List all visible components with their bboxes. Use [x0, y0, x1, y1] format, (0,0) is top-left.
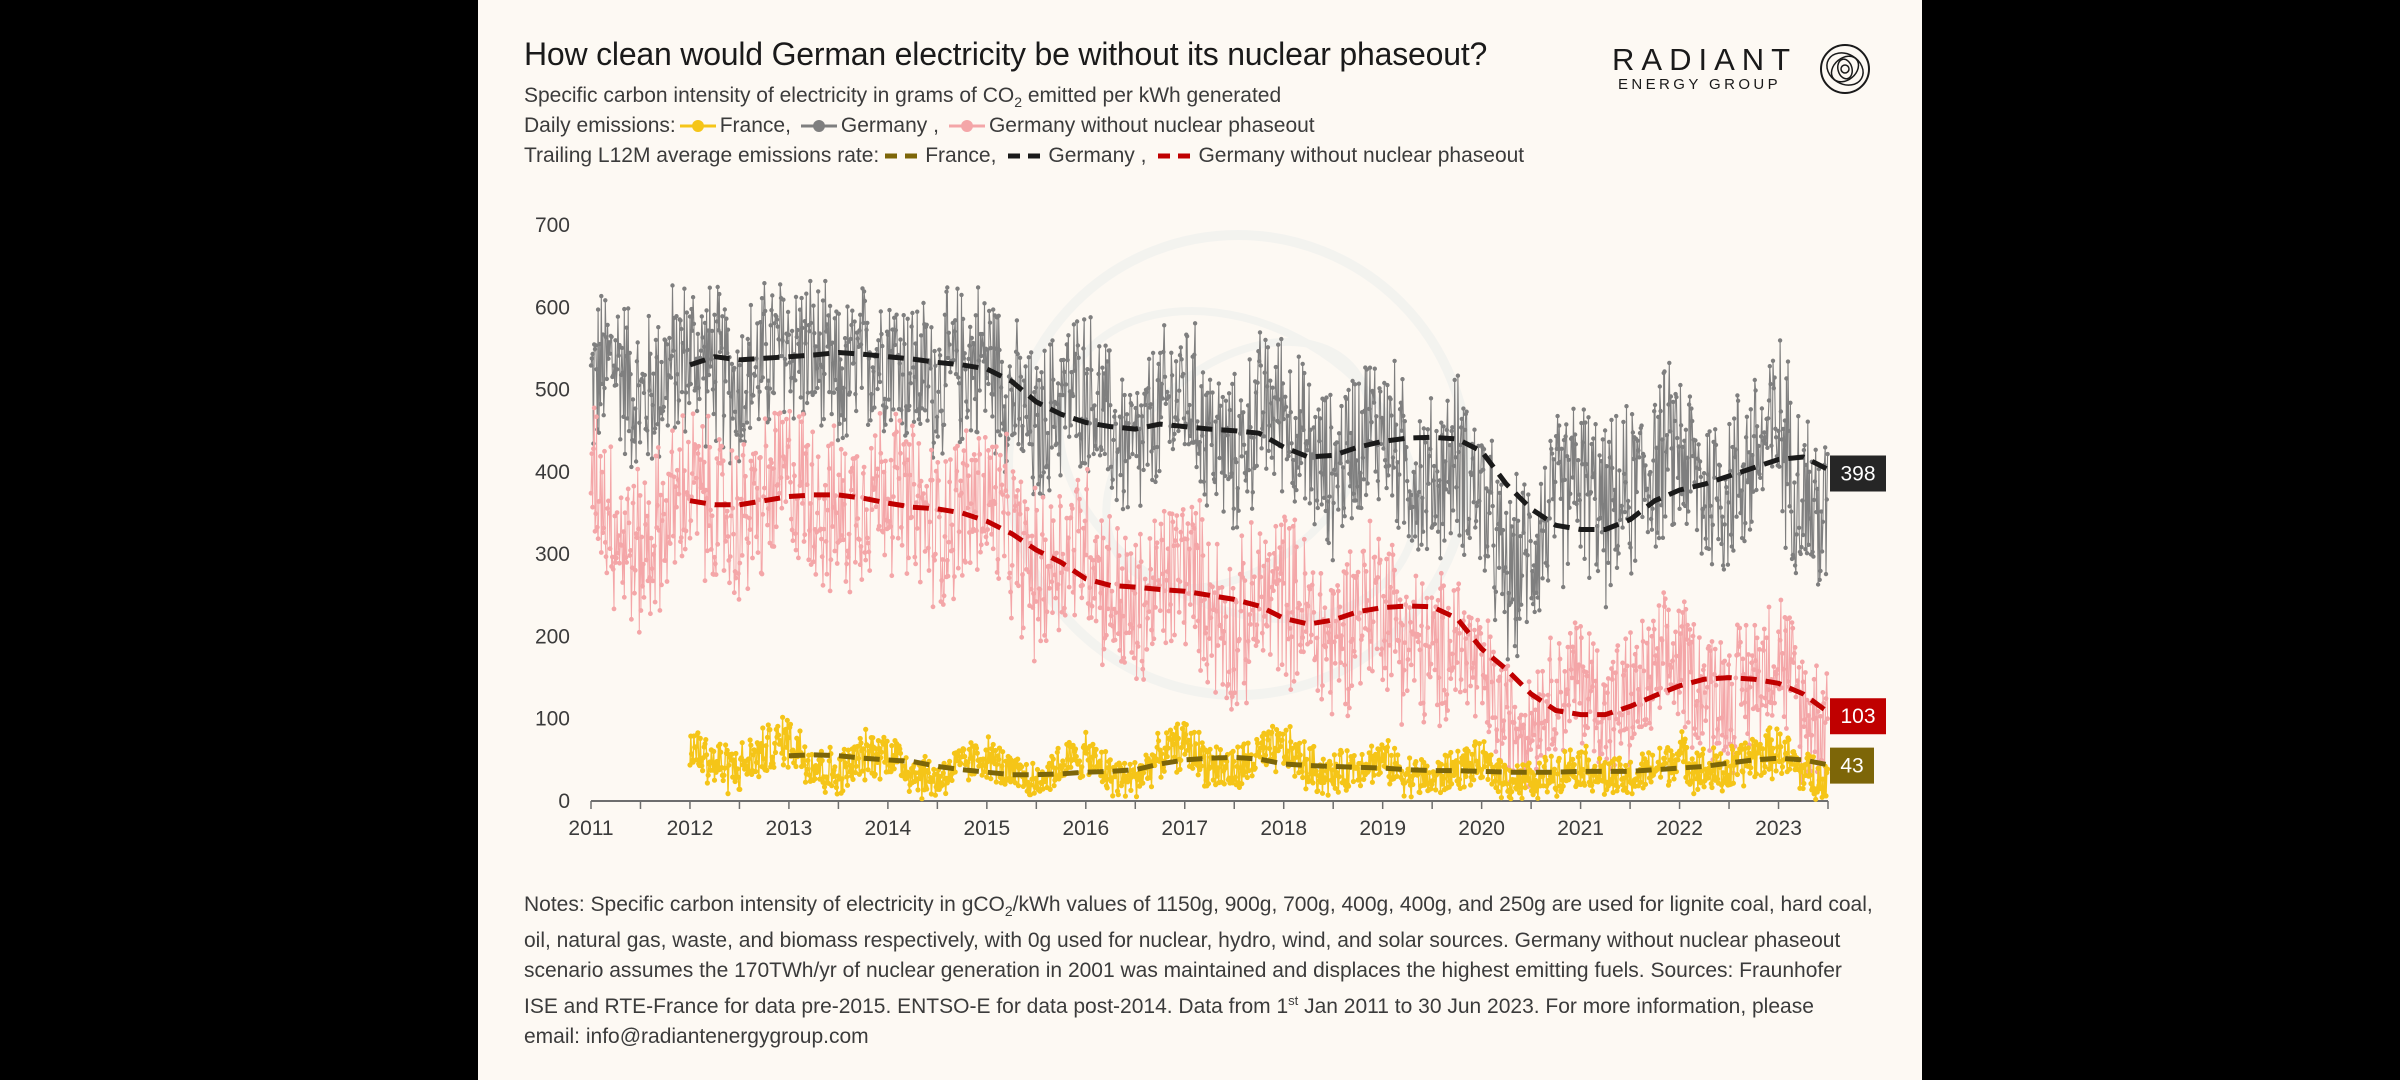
subtitle-subscript: 2	[1014, 94, 1022, 111]
legend-item-germany-daily: Germany ,	[797, 114, 939, 138]
series-germany-trailing	[689, 350, 1830, 532]
end-label: 103	[1830, 698, 1886, 735]
y-tick-label: 100	[535, 708, 570, 731]
legend-marker-germany-daily	[800, 120, 837, 132]
end-label-box	[1830, 455, 1886, 492]
end-label-value: 103	[1840, 705, 1875, 728]
legend-label-france-daily: France,	[719, 114, 791, 137]
legend-trailing: Trailing L12M average emissions rate: Fr…	[524, 144, 1530, 168]
x-tick-label: 2019	[1359, 817, 1406, 840]
notes-text-body: /kWh values of 1150g, 900g, 700g, 400g, …	[524, 893, 1873, 1019]
x-tick-label: 2015	[963, 817, 1010, 840]
legend-marker-france-daily	[679, 120, 716, 132]
legend-daily: Daily emissions: France, Germany , Germa…	[524, 114, 1321, 138]
y-tick-label: 0	[558, 790, 570, 813]
x-tick-label: 2017	[1161, 817, 1208, 840]
y-tick-label: 400	[535, 461, 570, 484]
legend-marker-france-trailing	[885, 153, 922, 159]
x-tick-label: 2011	[568, 817, 613, 840]
x-tick-label: 2023	[1755, 817, 1802, 840]
end-label: 43	[1830, 747, 1874, 784]
chart-title: How clean would German electricity be wi…	[524, 36, 1488, 72]
x-tick-label: 2014	[865, 817, 912, 840]
x-axis: 2011 2012 2013 2014 2015 2016 2017 2018 2019 2020…	[568, 800, 1829, 840]
legend-label-france-trailing: France,	[925, 144, 997, 167]
chart-notes: Notes: Specific carbon intensity of elec…	[524, 890, 1874, 1052]
end-label-value: 398	[1840, 463, 1875, 486]
subtitle-text: Specific carbon intensity of electricity…	[524, 84, 1015, 107]
end-label: 398	[1830, 455, 1886, 492]
series-germany-no-phaseout-daily	[588, 405, 1830, 794]
legend-item-france-trailing: France,	[879, 144, 996, 168]
y-tick-label: 600	[535, 296, 570, 319]
x-tick-label: 2018	[1260, 817, 1307, 840]
y-tick-label: 300	[535, 543, 570, 566]
legend-marker-germany-no-phaseout-trailing	[1158, 153, 1195, 159]
logo-swirl-icon	[1820, 44, 1870, 94]
chart-subtitle: Specific carbon intensity of electricity…	[524, 84, 1281, 110]
legend-item-germany-no-phaseout-trailing: Germany without nuclear phaseout	[1152, 144, 1524, 168]
radiant-logo: RADIANT ENERGY GROUP	[1612, 42, 1882, 102]
series-france-daily	[687, 714, 1831, 802]
y-tick-label: 700	[535, 214, 570, 237]
legend-marker-germany-no-phaseout-daily	[948, 120, 985, 132]
notes-superscript: st	[1288, 993, 1299, 1009]
y-tick-label: 200	[535, 625, 570, 648]
end-label-box	[1830, 698, 1886, 735]
legend-daily-label: Daily emissions:	[524, 114, 676, 137]
logo-wordmark: RADIANT	[1612, 42, 1798, 77]
legend-marker-germany-trailing	[1008, 153, 1045, 159]
series-layer	[588, 278, 1831, 802]
x-tick-label: 2022	[1656, 817, 1703, 840]
legend-label-germany-daily: Germany ,	[840, 114, 939, 137]
x-tick-label: 2012	[667, 817, 714, 840]
legend-item-germany-trailing: Germany ,	[1002, 144, 1146, 168]
notes-text: Notes: Specific carbon intensity of elec…	[524, 893, 1005, 916]
end-label-box	[1830, 747, 1874, 784]
subtitle-text-end: emitted per kWh generated	[1022, 84, 1282, 107]
x-tick-label: 2021	[1557, 817, 1604, 840]
y-axis: 0 100 200 300 400 500 600 700	[535, 214, 570, 813]
x-tick-label: 2020	[1458, 817, 1505, 840]
notes-text-end: Jan 2011 to 30 Jun 2023. For more inform…	[524, 995, 1814, 1049]
y-tick-label: 500	[535, 379, 570, 402]
logo-subtitle: ENERGY GROUP	[1618, 76, 1782, 93]
legend-item-germany-no-phaseout-daily: Germany without nuclear phaseout	[945, 114, 1315, 138]
end-label-value: 43	[1840, 755, 1863, 778]
legend-label-germany-no-phaseout-trailing: Germany without nuclear phaseout	[1198, 144, 1525, 167]
watermark-swirl-icon	[1003, 230, 1473, 700]
legend-trailing-label: Trailing L12M average emissions rate:	[524, 144, 880, 167]
notes-subscript: 2	[1004, 903, 1013, 920]
end-labels: 398 103 43	[1830, 455, 1886, 784]
chart-card: How clean would German electricity be wi…	[478, 0, 1922, 1080]
legend-item-france-daily: France,	[676, 114, 791, 138]
x-tick-label: 2013	[766, 817, 813, 840]
legend-label-germany-no-phaseout-daily: Germany without nuclear phaseout	[988, 114, 1315, 137]
series-france-daily-points	[687, 714, 1831, 802]
legend-label-germany-trailing: Germany ,	[1048, 144, 1147, 167]
x-tick-label: 2016	[1062, 817, 1109, 840]
